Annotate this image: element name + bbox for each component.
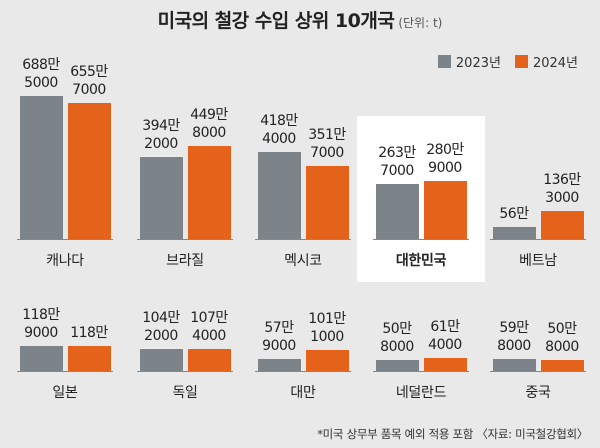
country-label: 일본 [52, 385, 78, 401]
unit-label: (단위: t) [398, 16, 443, 30]
bar-2023 [19, 96, 63, 239]
baseline [255, 371, 351, 372]
bar-2024 [540, 360, 584, 371]
baseline [137, 371, 233, 372]
bar-2024 [540, 210, 584, 239]
baseline [490, 239, 586, 240]
data-label: 280만 9000 [426, 141, 464, 176]
bar-2023 [19, 346, 63, 371]
bar-2023 [257, 358, 301, 371]
data-label: 351만 7000 [308, 126, 346, 161]
legend-swatch-2024 [514, 55, 528, 68]
data-label: 59만 8000 [497, 319, 531, 354]
legend: 2023년 2024년 [424, 52, 578, 71]
data-label: 118만 9000 [22, 307, 60, 342]
data-label: 57만 9000 [262, 319, 296, 354]
bar-2024 [187, 348, 231, 371]
country-label: 대한민국 [395, 253, 447, 269]
country-label: 베트남 [519, 253, 557, 269]
legend-item-2023: 2023년 [437, 52, 501, 71]
bar-2024 [305, 350, 349, 371]
bar-2023 [375, 360, 419, 371]
bar-2023 [375, 184, 419, 239]
legend-label-2023: 2023년 [455, 56, 501, 71]
bar-2024 [67, 346, 111, 371]
bar-2024 [187, 145, 231, 239]
baseline [373, 239, 469, 240]
data-label: 418만 4000 [260, 113, 298, 148]
data-label: 56만 [499, 206, 529, 223]
data-label: 655만 7000 [70, 63, 108, 98]
country-label: 멕시코 [284, 253, 322, 269]
country-label: 캐나다 [46, 253, 84, 269]
bar-2024 [67, 102, 111, 239]
country-label: 대만 [290, 385, 316, 401]
legend-item-2024: 2024년 [514, 52, 578, 71]
baseline [490, 371, 586, 372]
title-text: 미국의 철강 수입 상위 10개국 [157, 10, 395, 32]
baseline [373, 371, 469, 372]
data-label: 449만 8000 [190, 106, 228, 141]
data-label: 263만 7000 [378, 145, 416, 180]
chart-title: 미국의 철강 수입 상위 10개국 (단위: t) [0, 6, 600, 33]
data-label: 136만 3000 [543, 171, 581, 206]
footnote: *미국 상무부 품목 예외 적용 포함 〈자료: 미국철강협회〉 [317, 427, 588, 441]
bar-2023 [492, 358, 536, 371]
bar-2023 [139, 349, 183, 371]
baseline [255, 239, 351, 240]
baseline [17, 371, 113, 372]
data-label: 107만 4000 [190, 309, 228, 344]
legend-swatch-2023 [437, 55, 451, 68]
data-label: 104만 2000 [142, 310, 180, 345]
country-label: 네덜란드 [395, 385, 447, 401]
data-label: 118만 [70, 325, 108, 342]
bar-2023 [139, 157, 183, 239]
country-label: 중국 [525, 385, 551, 401]
legend-label-2024: 2024년 [532, 56, 578, 71]
bar-2024 [305, 165, 349, 239]
bar-2023 [492, 227, 536, 239]
baseline [17, 239, 113, 240]
country-label: 독일 [172, 385, 198, 401]
country-label: 브라질 [166, 253, 204, 269]
bar-2024 [423, 180, 467, 239]
bar-2024 [423, 358, 467, 371]
data-label: 101만 1000 [308, 311, 346, 345]
bar-2023 [257, 152, 301, 239]
data-label: 50만 8000 [380, 321, 414, 356]
baseline [137, 239, 233, 240]
data-label: 688만 5000 [22, 57, 60, 91]
data-label: 61만 4000 [428, 319, 462, 354]
data-label: 394만 2000 [142, 118, 180, 153]
data-label: 50만 8000 [545, 321, 579, 356]
